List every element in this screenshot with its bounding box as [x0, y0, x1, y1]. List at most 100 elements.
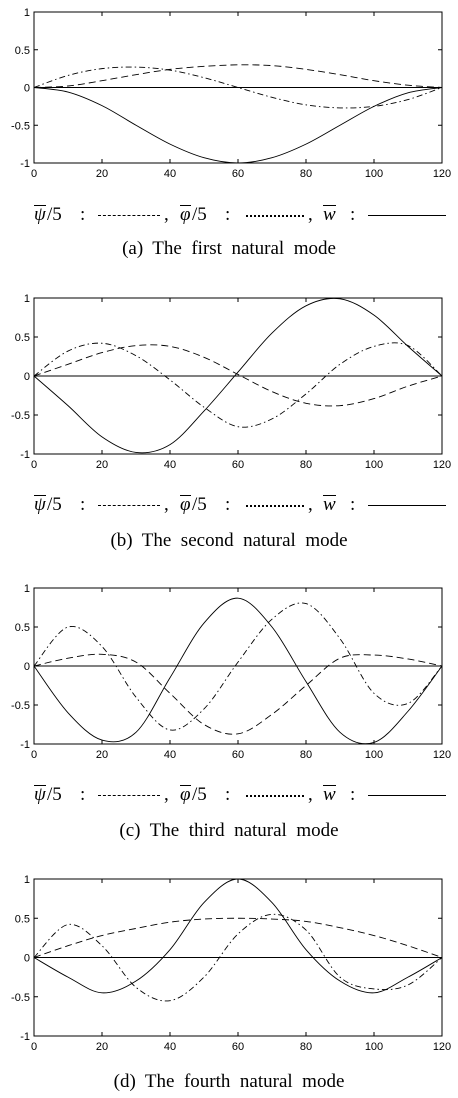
legend-comma: ,	[308, 494, 313, 515]
legend-solid-swatch	[368, 505, 446, 506]
series-line-solid	[33, 878, 443, 994]
caption-mode-2: (b) The second natural mode	[110, 530, 348, 551]
x-tick-label: 120	[433, 749, 451, 761]
legend-phi-divisor: /5	[192, 784, 207, 805]
series-line-dashdot	[33, 602, 443, 731]
x-tick-label: 80	[300, 749, 312, 761]
series-line-solid	[33, 297, 443, 454]
legend-w-symbol: w	[323, 784, 336, 805]
y-tick-label: -1	[20, 1031, 30, 1043]
y-tick-label: 0.5	[15, 622, 30, 634]
x-tick-label: 60	[232, 1041, 244, 1053]
x-tick-label: 60	[232, 749, 244, 761]
y-tick-label: 1	[24, 583, 30, 595]
x-tick-label: 80	[300, 1041, 312, 1053]
series-line-solid	[33, 597, 443, 745]
legend-phi-symbol: φ	[180, 494, 191, 515]
y-tick-label: -0.5	[11, 120, 30, 132]
legend-colon: :	[80, 494, 86, 515]
y-tick-label: 0	[24, 371, 30, 383]
x-tick-label: 20	[96, 749, 108, 761]
x-tick-label: 20	[96, 1041, 108, 1053]
legend-w-symbol: w	[323, 494, 336, 515]
legend-comma: ,	[308, 784, 313, 805]
legend-dashed-swatch	[98, 505, 160, 506]
legend-solid-swatch	[368, 215, 446, 216]
legend-psi-symbol: ψ	[34, 494, 46, 515]
legend-dashed-swatch	[98, 215, 160, 216]
y-tick-label: 1	[24, 874, 30, 886]
x-tick-label: 40	[164, 459, 176, 471]
x-tick-label: 40	[164, 1041, 176, 1053]
legend-comma: ,	[164, 204, 169, 225]
legend-dashed-swatch	[98, 795, 160, 796]
series-line-dashed	[33, 344, 443, 407]
caption-mode-3: (c) The third natural mode	[119, 820, 339, 841]
x-tick-label: 120	[433, 1041, 451, 1053]
x-tick-label: 0	[31, 168, 37, 180]
legend-phi-symbol: φ	[180, 204, 191, 225]
legend-comma: ,	[164, 494, 169, 515]
y-tick-label: 0.5	[15, 45, 30, 57]
y-tick-label: 0.5	[15, 913, 30, 925]
y-tick-label: 0.5	[15, 332, 30, 344]
legend-comma: ,	[308, 204, 313, 225]
legend-dashdot-swatch	[246, 215, 304, 217]
caption-mode-1: (a) The first natural mode	[122, 238, 336, 259]
legend-solid-swatch	[368, 795, 446, 796]
legend-colon: :	[80, 784, 86, 805]
series-line-dashdot	[33, 342, 443, 428]
series-line-dashed	[33, 917, 443, 958]
legend-colon: :	[350, 494, 356, 515]
x-tick-label: 120	[433, 168, 451, 180]
x-tick-label: 20	[96, 459, 108, 471]
x-tick-label: 0	[31, 459, 37, 471]
x-tick-label: 40	[164, 749, 176, 761]
x-tick-label: 80	[300, 459, 312, 471]
y-tick-label: 0	[24, 83, 30, 95]
y-tick-label: -0.5	[11, 410, 30, 422]
legend-colon: :	[225, 204, 231, 225]
legend-row: ψ/5:, φ/5:, w:	[0, 782, 458, 806]
legend-colon: :	[350, 784, 356, 805]
y-tick-label: -1	[20, 158, 30, 170]
x-tick-label: 100	[365, 749, 383, 761]
legend-comma: ,	[164, 784, 169, 805]
y-tick-label: 1	[24, 293, 30, 305]
legend-psi-divisor: /5	[47, 204, 62, 225]
legend-psi-divisor: /5	[47, 784, 62, 805]
legend-colon: :	[350, 204, 356, 225]
caption-mode-4: (d) The fourth natural mode	[113, 1071, 345, 1092]
y-tick-label: -0.5	[11, 992, 30, 1004]
y-tick-label: 0	[24, 661, 30, 673]
legend-colon: :	[225, 784, 231, 805]
x-tick-label: 0	[31, 749, 37, 761]
x-tick-label: 120	[433, 459, 451, 471]
legend-phi-divisor: /5	[192, 204, 207, 225]
x-tick-label: 60	[232, 459, 244, 471]
y-tick-label: 0	[24, 953, 30, 965]
x-tick-label: 20	[96, 168, 108, 180]
legend-row: ψ/5:, φ/5:, w:	[0, 492, 458, 516]
x-tick-label: 40	[164, 168, 176, 180]
legend-psi-symbol: ψ	[34, 204, 46, 225]
series-line-dashed	[33, 64, 443, 88]
x-tick-label: 100	[365, 168, 383, 180]
legend-dashdot-swatch	[246, 505, 304, 507]
legend-row: ψ/5:, φ/5:, w:	[0, 202, 458, 226]
series-line-solid	[33, 87, 443, 164]
legend-w-symbol: w	[323, 204, 336, 225]
legend-dashdot-swatch	[246, 795, 304, 797]
legend-psi-symbol: ψ	[34, 784, 46, 805]
x-tick-label: 60	[232, 168, 244, 180]
legend-colon: :	[225, 494, 231, 515]
legend-phi-divisor: /5	[192, 494, 207, 515]
x-tick-label: 100	[365, 459, 383, 471]
y-tick-label: 1	[24, 7, 30, 19]
x-tick-label: 80	[300, 168, 312, 180]
x-tick-label: 0	[31, 1041, 37, 1053]
series-line-dashed	[33, 653, 443, 735]
series-line-dashdot	[33, 913, 443, 1002]
legend-colon: :	[80, 204, 86, 225]
legend-phi-symbol: φ	[180, 784, 191, 805]
